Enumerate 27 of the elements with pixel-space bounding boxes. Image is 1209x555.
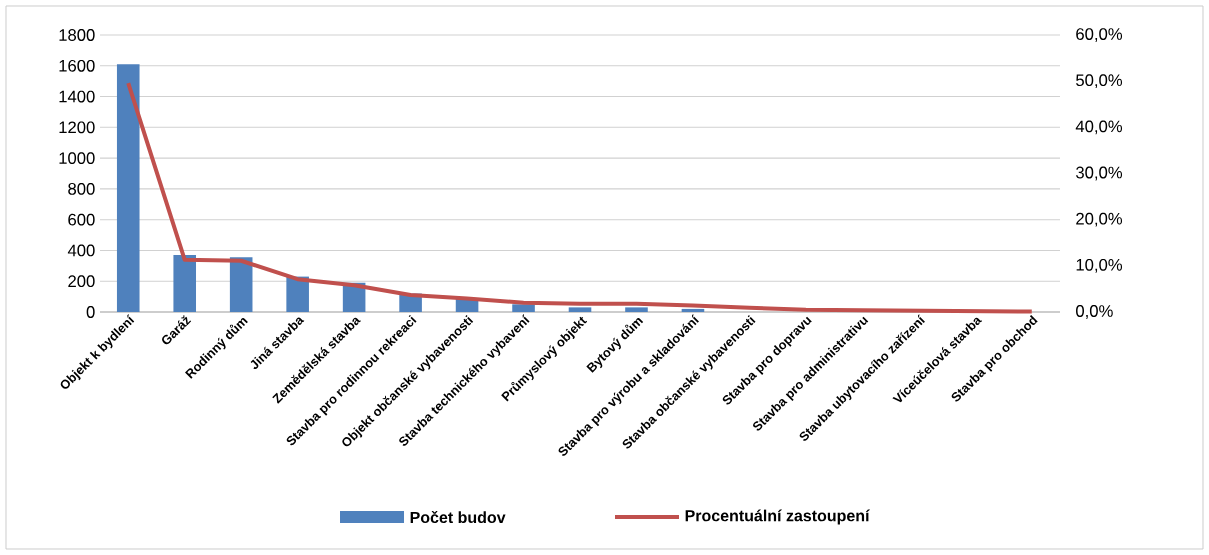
y2-tick-label: 20,0%	[1076, 212, 1123, 227]
bar	[681, 308, 705, 312]
bar	[229, 257, 253, 312]
y-tick-label: 600	[68, 213, 95, 226]
y2-tick-label: 10,0%	[1076, 258, 1123, 273]
y-tick-label: 1200	[59, 121, 95, 134]
y2-tick-label: 30,0%	[1076, 166, 1123, 181]
y-tick-label: 800	[68, 182, 95, 195]
bar	[512, 304, 535, 312]
bar	[116, 64, 140, 312]
y2-tick-label: 40,0%	[1075, 120, 1123, 135]
y-tick-label: 1800	[59, 29, 95, 41]
y-tick-label: 1400	[59, 90, 95, 103]
bar	[286, 276, 309, 312]
y-tick-label: 0	[86, 306, 95, 318]
y-tick-label: 1000	[59, 152, 95, 165]
y-tick-label: 1600	[59, 59, 95, 72]
y-tick-label: 400	[67, 244, 95, 257]
legend-label: Počet budov	[410, 510, 506, 524]
y-tick-label: 200	[68, 275, 95, 288]
bar	[173, 255, 197, 312]
bar	[568, 307, 592, 312]
y2-tick-label: 50,0%	[1076, 74, 1123, 89]
legend-label: Procentuální zastoupení	[685, 509, 870, 525]
bar	[625, 307, 648, 312]
y2-tick-label: 60,0%	[1076, 28, 1123, 42]
y2-tick-label: 0,0%	[1076, 305, 1113, 319]
